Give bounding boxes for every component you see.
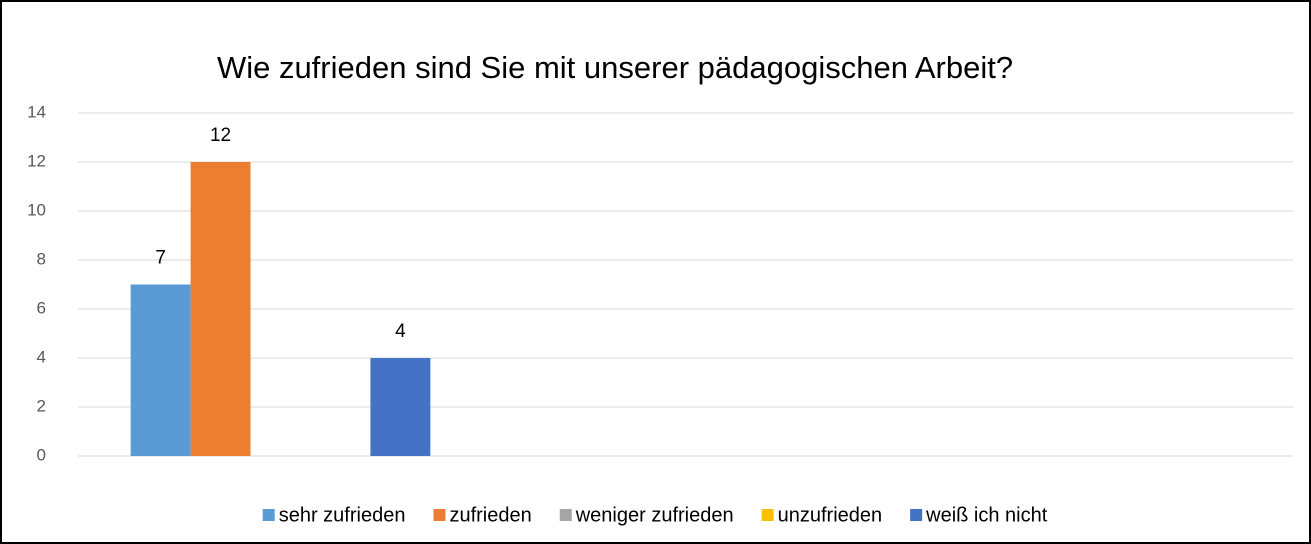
legend-label: unzufrieden	[778, 504, 883, 526]
y-tick-label: 4	[37, 347, 46, 366]
chart-title: Wie zufrieden sind Sie mit unserer pädag…	[217, 50, 1013, 85]
y-tick-label: 0	[37, 445, 46, 464]
bar	[370, 358, 431, 456]
y-tick-label: 8	[37, 249, 46, 268]
data-label: 7	[155, 248, 166, 269]
data-label: 12	[210, 125, 231, 146]
y-tick-label: 12	[27, 151, 46, 170]
legend-label: sehr zufrieden	[279, 504, 406, 526]
y-tick-label: 14	[27, 102, 46, 121]
legend-label: weiß ich nicht	[925, 504, 1048, 526]
data-label: 4	[395, 321, 406, 342]
bar	[130, 284, 191, 456]
y-tick-label: 2	[37, 396, 46, 415]
legend-swatch	[433, 509, 446, 521]
bar	[190, 162, 251, 456]
legend-swatch	[910, 509, 923, 521]
y-tick-label: 10	[27, 200, 46, 219]
legend-swatch	[559, 509, 572, 521]
y-tick-label: 6	[37, 298, 46, 317]
legend-label: weniger zufrieden	[575, 504, 734, 526]
legend-swatch	[262, 509, 275, 521]
legend-label: zufrieden	[449, 504, 531, 526]
legend-swatch	[761, 509, 774, 521]
